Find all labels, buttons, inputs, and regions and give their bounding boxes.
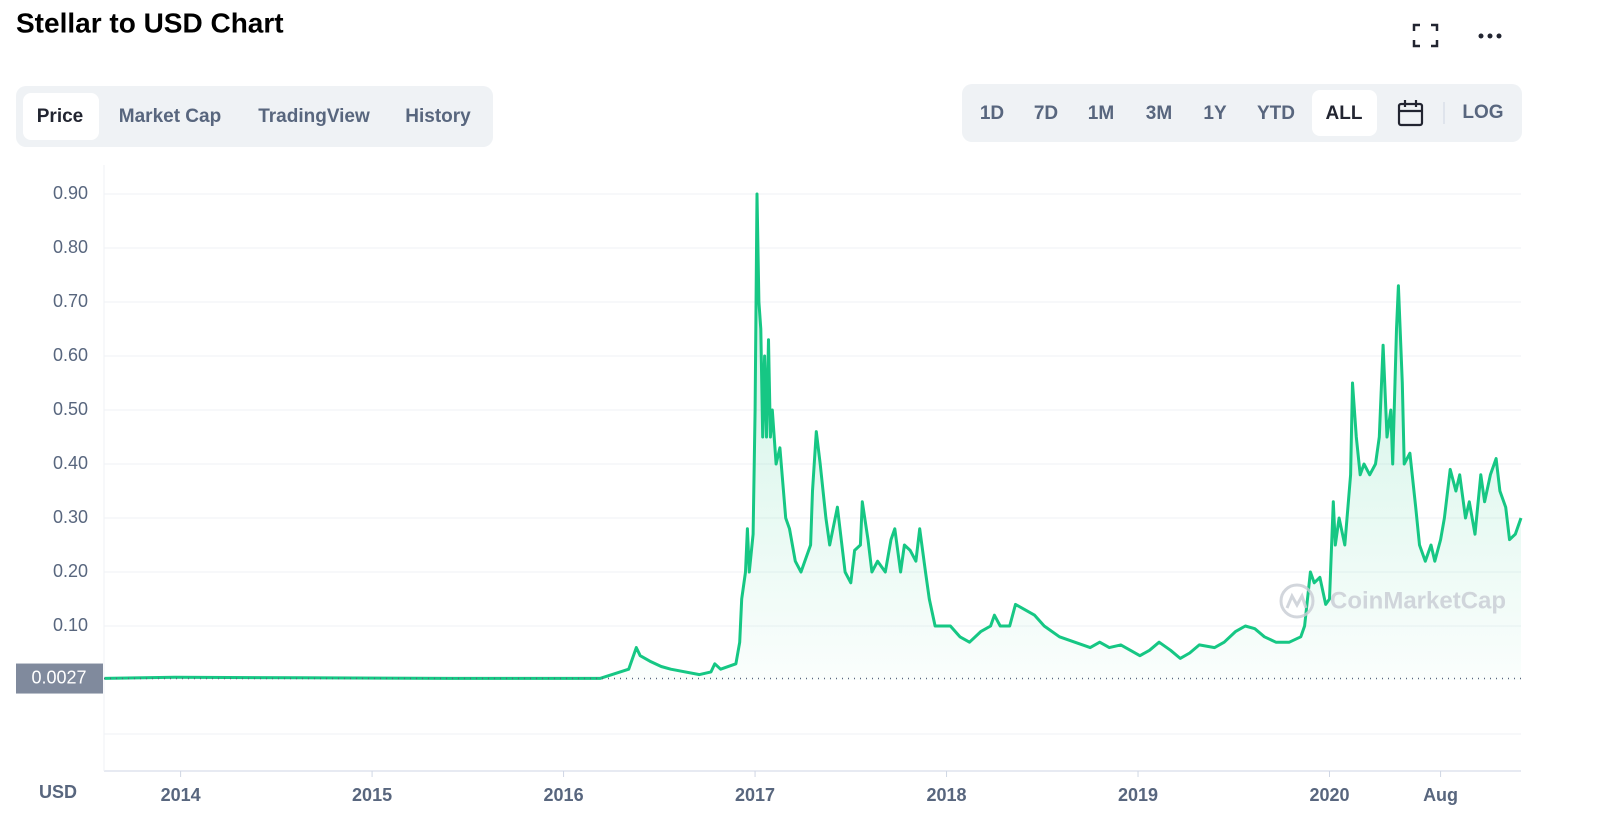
tab[interactable]: Market Cap: [119, 106, 221, 127]
y-tick-label: 0.90: [53, 183, 88, 203]
reference-label-bg: [16, 663, 103, 694]
x-tick-label: 2018: [927, 785, 967, 805]
y-tick-label: 0.80: [53, 237, 88, 257]
range-button[interactable]: 1M: [1088, 103, 1114, 124]
y-tick-label: 0.30: [53, 507, 88, 527]
more-icon[interactable]: [1478, 33, 1502, 39]
watermark-logo: [1279, 583, 1315, 619]
y-tick-label: 0.20: [53, 561, 88, 581]
fullscreen-icon[interactable]: [1412, 23, 1439, 48]
y-tick-label: 0.50: [53, 399, 88, 419]
calendar-icon[interactable]: [1397, 100, 1424, 127]
range-active-bg: [1312, 90, 1377, 136]
y-tick-label: 0.10: [53, 615, 88, 635]
y-tick-label: 0.40: [53, 453, 88, 473]
y-tick-label: 0.60: [53, 345, 88, 365]
tab[interactable]: History: [405, 106, 471, 127]
range-button[interactable]: 3M: [1146, 103, 1172, 124]
x-tick-label: 2017: [735, 785, 775, 805]
x-tick-label: 2019: [1118, 785, 1158, 805]
reference-label: 0.0027: [31, 667, 86, 687]
watermark: CoinMarketCap: [1330, 587, 1506, 614]
range-button[interactable]: 1D: [980, 103, 1004, 124]
page-title: Stellar to USD Chart: [16, 7, 284, 38]
tab[interactable]: Price: [37, 106, 83, 127]
range-button[interactable]: ALL: [1326, 103, 1363, 124]
x-tick-label: 2016: [544, 785, 584, 805]
plot: [103, 192, 1523, 680]
price-line: [103, 192, 1523, 680]
range-bar: [962, 84, 1522, 142]
y-tick-label: 0.70: [53, 291, 88, 311]
range-button[interactable]: YTD: [1257, 103, 1295, 124]
x-tick-label: 2015: [352, 785, 392, 805]
log-button[interactable]: LOG: [1462, 102, 1503, 123]
x-tick-label: 2020: [1309, 785, 1349, 805]
tab-active-bg: [23, 93, 99, 140]
x-tick-label: Aug: [1423, 785, 1458, 805]
y-axis-label: USD: [39, 782, 77, 802]
tab-bar: [16, 86, 493, 147]
tab[interactable]: TradingView: [258, 106, 370, 127]
range-button[interactable]: 1Y: [1203, 103, 1227, 124]
range-button[interactable]: 7D: [1034, 103, 1058, 124]
x-tick-label: 2014: [161, 785, 201, 805]
price-area: [104, 194, 1521, 680]
